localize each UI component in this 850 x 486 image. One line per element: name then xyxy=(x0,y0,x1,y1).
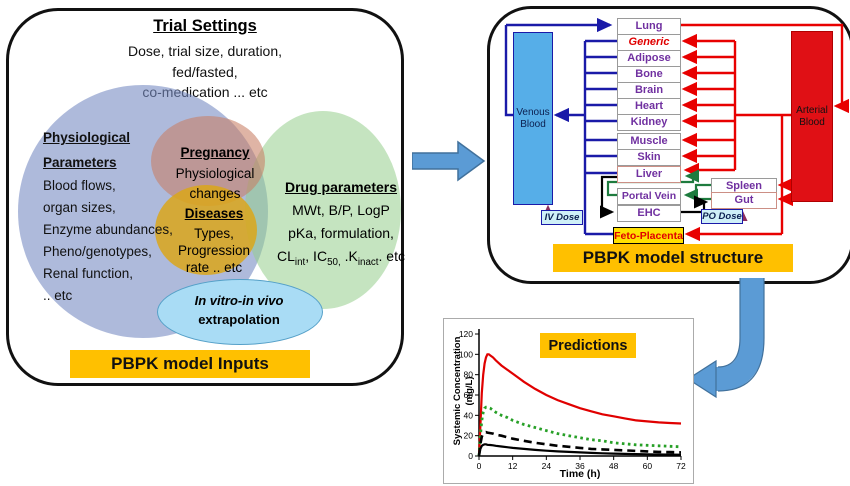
svg-text:60: 60 xyxy=(464,390,474,400)
trial-settings-line: co-medication ... etc xyxy=(142,84,268,100)
arterial-blood-box: Arterial Blood xyxy=(791,31,833,202)
svg-text:48: 48 xyxy=(609,461,619,471)
structure-panel: Venous Blood Arterial Blood Lung Generic… xyxy=(487,6,850,284)
organ-box-feto-placenta: Feto-Placenta xyxy=(613,227,684,244)
venous-flow-lines xyxy=(504,17,617,236)
svg-text:24: 24 xyxy=(542,461,552,471)
organ-box-generic: Generic xyxy=(617,33,681,51)
svg-text:0: 0 xyxy=(477,461,482,471)
arterial-line: Blood xyxy=(799,116,825,128)
po-dose-box: PO Dose xyxy=(701,209,743,224)
chart-x-axis-label: Time (h) xyxy=(559,468,601,480)
pbpk-model-inputs-label: PBPK model Inputs xyxy=(70,350,310,378)
organ-box-muscle: Muscle xyxy=(617,132,681,150)
organ-box-brain: Brain xyxy=(617,81,681,99)
predictions-chart-panel: Systemic Concentration (mg/L) 0 20 40 60 80 1… xyxy=(443,318,694,484)
organ-box-skin: Skin xyxy=(617,148,681,166)
physiological-item: .. etc xyxy=(43,288,73,303)
physiological-item: Pheno/genotypes, xyxy=(43,244,152,259)
svg-text:80: 80 xyxy=(464,370,474,380)
down-left-curved-arrow-icon xyxy=(688,278,765,399)
physiological-header: Parameters xyxy=(43,155,117,170)
flow-connectors xyxy=(504,17,850,242)
diseases-circle xyxy=(155,185,257,275)
physiological-item: Enzyme abundances, xyxy=(43,222,173,237)
svg-text:120: 120 xyxy=(459,329,473,339)
organ-box-adipose: Adipose xyxy=(617,49,681,67)
venous-line: Venous xyxy=(516,106,550,118)
drug-parameters-header: Drug parameters xyxy=(284,179,398,195)
arterial-line: Arterial xyxy=(796,104,828,116)
svg-text:72: 72 xyxy=(676,461,686,471)
physiological-header: Physiological xyxy=(43,130,131,145)
pregnancy-item: changes xyxy=(189,186,241,201)
trial-settings-title: Trial Settings xyxy=(153,17,257,35)
diseases-text: Diseases Types, Progression rate .. etc xyxy=(155,203,273,276)
diseases-item: Types, xyxy=(194,226,234,241)
organ-box-gut: Gut xyxy=(711,191,777,209)
ivive-line: extrapolation xyxy=(198,312,280,327)
physiological-item: Renal function, xyxy=(43,266,134,281)
svg-text:36: 36 xyxy=(575,461,585,471)
pbpk-model-structure-label: PBPK model structure xyxy=(553,244,793,272)
physiological-item: organ sizes, xyxy=(43,200,116,215)
predictions-plot: 0 20 40 60 80 100 120 0 12 24 36 48 60 72 xyxy=(459,329,686,471)
pregnancy-text: Pregnancy Physiological changes xyxy=(149,141,281,204)
ivive-text: In vitro-in vivo extrapolation xyxy=(157,291,321,329)
svg-text:12: 12 xyxy=(508,461,518,471)
diseases-item: Progression xyxy=(177,243,251,258)
organ-box-portal-vein: Portal Vein xyxy=(617,187,681,205)
svg-text:60: 60 xyxy=(643,461,653,471)
organ-box-lung: Lung xyxy=(617,17,681,35)
ivive-line: In vitro-in vivo xyxy=(194,293,284,308)
svg-text:40: 40 xyxy=(464,410,474,420)
pregnancy-header: Pregnancy xyxy=(180,145,250,160)
drug-item: CLint, IC50, .Kinact. etc xyxy=(277,248,405,268)
organ-box-ehc: EHC xyxy=(617,204,681,222)
inputs-panel: Trial Settings Dose, trial size, duratio… xyxy=(6,8,405,386)
venous-line: Blood xyxy=(520,118,546,130)
diseases-header: Diseases xyxy=(184,206,244,221)
organ-box-kidney: Kidney xyxy=(617,113,681,131)
organ-box-liver: Liver xyxy=(617,165,681,183)
drug-parameters-text: Drug parameters MWt, B/P, LogP pKa, form… xyxy=(273,176,409,274)
predictions-label: Predictions xyxy=(540,333,636,358)
svg-text:20: 20 xyxy=(464,431,474,441)
physiological-parameters-text: Physiological Parameters Blood flows, or… xyxy=(43,125,248,307)
drug-parameters-circle xyxy=(245,111,401,309)
physiological-item: Blood flows, xyxy=(43,178,116,193)
svg-text:100: 100 xyxy=(459,349,473,359)
drug-item: pKa, formulation, xyxy=(288,225,394,241)
arterial-flow-lines xyxy=(679,23,850,242)
venous-blood-box: Venous Blood xyxy=(513,32,553,205)
diseases-item: rate .. etc xyxy=(185,260,243,275)
pregnancy-item: Physiological xyxy=(175,166,255,181)
trial-settings-line: fed/fasted, xyxy=(172,63,238,80)
iv-dose-box: IV Dose xyxy=(541,210,583,225)
organ-box-bone: Bone xyxy=(617,65,681,83)
right-block-arrow-icon xyxy=(412,140,486,182)
drug-item: MWt, B/P, LogP xyxy=(292,202,390,218)
ivive-ellipse xyxy=(157,279,323,345)
trial-settings-line: Dose, trial size, duration, xyxy=(127,43,283,59)
trial-settings-text: Dose, trial size, duration, fed/fasted, … xyxy=(9,41,401,103)
svg-text:0: 0 xyxy=(468,451,473,461)
organ-box-heart: Heart xyxy=(617,97,681,115)
